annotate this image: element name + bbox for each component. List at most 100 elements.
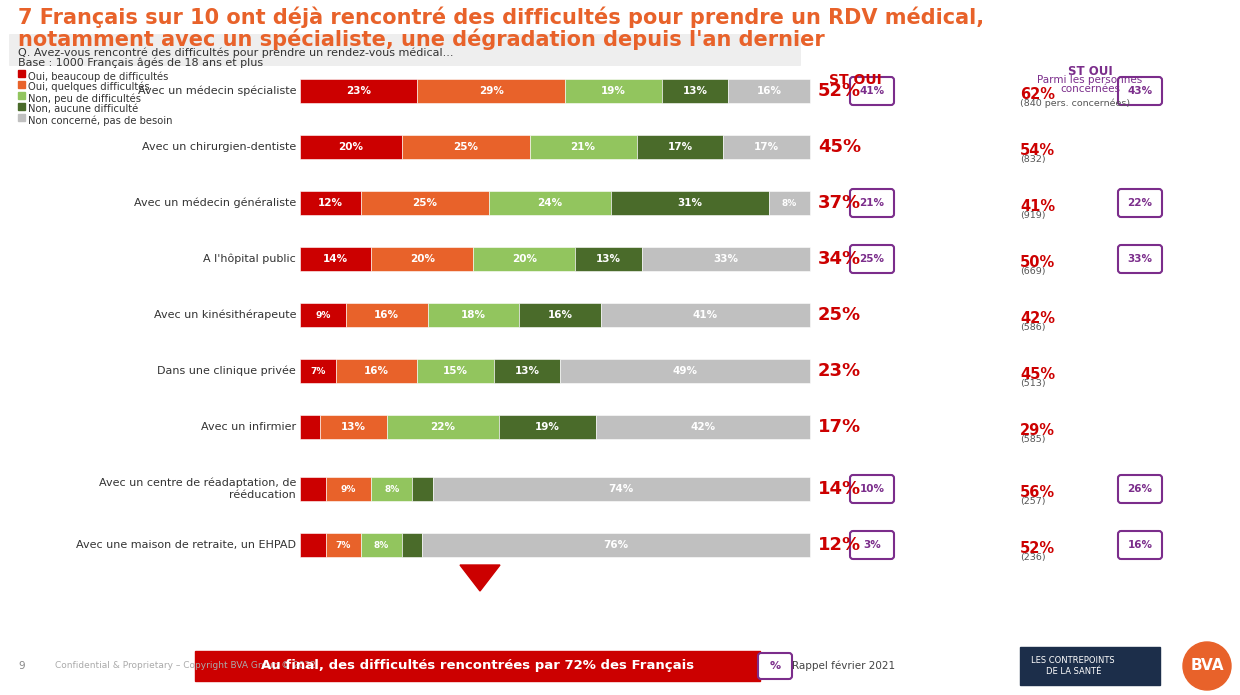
Text: 74%: 74%	[609, 484, 634, 494]
Text: Parmi les personnes: Parmi les personnes	[1038, 75, 1142, 85]
Text: Avec un centre de réadaptation, de
rééducation: Avec un centre de réadaptation, de réédu…	[99, 477, 296, 500]
Text: 37%: 37%	[818, 194, 861, 212]
Text: (840 pers. concernées): (840 pers. concernées)	[1021, 99, 1130, 108]
Text: (257): (257)	[1021, 497, 1045, 506]
Text: (669): (669)	[1021, 267, 1045, 276]
Text: 7 Français sur 10 ont déjà rencontré des difficultés pour prendre un RDV médical: 7 Français sur 10 ont déjà rencontré des…	[19, 7, 985, 28]
Text: 17%: 17%	[667, 142, 692, 152]
Bar	[565, 79, 662, 103]
Text: 25%: 25%	[413, 198, 438, 208]
Text: 16%: 16%	[365, 366, 389, 376]
Text: 19%: 19%	[534, 422, 559, 432]
Text: 9%: 9%	[315, 311, 331, 320]
Text: 76%: 76%	[604, 540, 629, 550]
Text: 25%: 25%	[818, 306, 861, 324]
Text: Avec un chirurgien-dentiste: Avec un chirurgien-dentiste	[141, 142, 296, 152]
Bar	[300, 135, 402, 159]
Text: BVA: BVA	[1190, 658, 1224, 673]
Bar	[529, 135, 636, 159]
Text: 33%: 33%	[713, 254, 738, 264]
Bar	[489, 191, 611, 215]
Text: %: %	[770, 661, 780, 671]
Text: 41%: 41%	[693, 310, 718, 320]
Text: 25%: 25%	[859, 254, 884, 264]
Text: Au final, des difficultés rencontrées par 72% des Français: Au final, des difficultés rencontrées pa…	[260, 660, 694, 673]
Text: 16%: 16%	[756, 86, 781, 96]
Text: 16%: 16%	[374, 310, 399, 320]
Bar	[361, 533, 402, 557]
Text: 25%: 25%	[454, 142, 479, 152]
Text: 42%: 42%	[1021, 311, 1055, 326]
Text: (919): (919)	[1021, 211, 1045, 220]
Text: 62%: 62%	[1021, 87, 1055, 102]
Text: 49%: 49%	[672, 366, 698, 376]
Text: 22%: 22%	[1127, 198, 1152, 208]
Bar	[361, 191, 489, 215]
Text: LES CONTREPOINTS
DE LA SANTÉ: LES CONTREPOINTS DE LA SANTÉ	[1032, 655, 1115, 676]
Text: 7%: 7%	[336, 541, 351, 550]
Bar	[642, 247, 810, 271]
Bar	[418, 79, 565, 103]
Text: 18%: 18%	[461, 310, 486, 320]
Bar	[19, 81, 25, 88]
Text: Avec un médecin spécialiste: Avec un médecin spécialiste	[138, 85, 296, 96]
Bar	[300, 303, 346, 327]
Text: 45%: 45%	[1021, 367, 1055, 382]
Text: Oui, beaucoup de difficultés: Oui, beaucoup de difficultés	[29, 71, 169, 81]
Text: Non concerné, pas de besoin: Non concerné, pas de besoin	[29, 115, 172, 126]
Text: 29%: 29%	[479, 86, 503, 96]
Text: 13%: 13%	[515, 366, 539, 376]
Bar	[418, 359, 494, 383]
Bar	[387, 415, 498, 439]
Bar	[320, 415, 387, 439]
Text: 13%: 13%	[596, 254, 621, 264]
Text: 9: 9	[19, 661, 25, 671]
Text: Avec un médecin généraliste: Avec un médecin généraliste	[134, 198, 296, 208]
Text: 22%: 22%	[430, 422, 455, 432]
Bar	[560, 359, 810, 383]
FancyBboxPatch shape	[1118, 77, 1162, 105]
Text: 17%: 17%	[754, 142, 779, 152]
Text: Avec un kinésithérapeute: Avec un kinésithérapeute	[154, 310, 296, 320]
Text: 10%: 10%	[859, 484, 884, 494]
FancyBboxPatch shape	[849, 77, 894, 105]
Text: 33%: 33%	[1127, 254, 1152, 264]
Bar	[423, 533, 810, 557]
Bar	[300, 415, 320, 439]
Bar	[402, 533, 423, 557]
FancyBboxPatch shape	[849, 189, 894, 217]
Text: 23%: 23%	[818, 362, 861, 380]
Text: 43%: 43%	[1127, 86, 1152, 96]
Bar	[662, 79, 728, 103]
Text: 19%: 19%	[601, 86, 626, 96]
Circle shape	[1183, 642, 1231, 690]
Bar	[575, 247, 642, 271]
Bar	[611, 191, 769, 215]
Text: 12%: 12%	[818, 536, 861, 554]
Text: 31%: 31%	[677, 198, 703, 208]
Text: 41%: 41%	[859, 86, 884, 96]
Bar	[372, 247, 474, 271]
Text: 20%: 20%	[339, 142, 363, 152]
Text: 8%: 8%	[374, 541, 389, 550]
Text: 14%: 14%	[324, 254, 348, 264]
Text: 23%: 23%	[346, 86, 371, 96]
Text: 13%: 13%	[683, 86, 708, 96]
FancyBboxPatch shape	[1118, 189, 1162, 217]
FancyBboxPatch shape	[1118, 475, 1162, 503]
Text: 26%: 26%	[1127, 484, 1152, 494]
FancyBboxPatch shape	[758, 653, 792, 679]
Bar	[300, 247, 372, 271]
Bar	[19, 114, 25, 121]
Bar	[402, 135, 529, 159]
Text: A l'hôpital public: A l'hôpital public	[203, 254, 296, 264]
Text: Avec un infirmier: Avec un infirmier	[201, 422, 296, 432]
FancyBboxPatch shape	[9, 34, 801, 66]
Bar	[372, 477, 412, 501]
Bar	[325, 477, 372, 501]
Text: Dans une clinique privée: Dans une clinique privée	[157, 366, 296, 376]
FancyBboxPatch shape	[849, 531, 894, 559]
Bar	[723, 135, 810, 159]
Text: Avec une maison de retraite, un EHPAD: Avec une maison de retraite, un EHPAD	[76, 540, 296, 550]
Text: 13%: 13%	[341, 422, 366, 432]
